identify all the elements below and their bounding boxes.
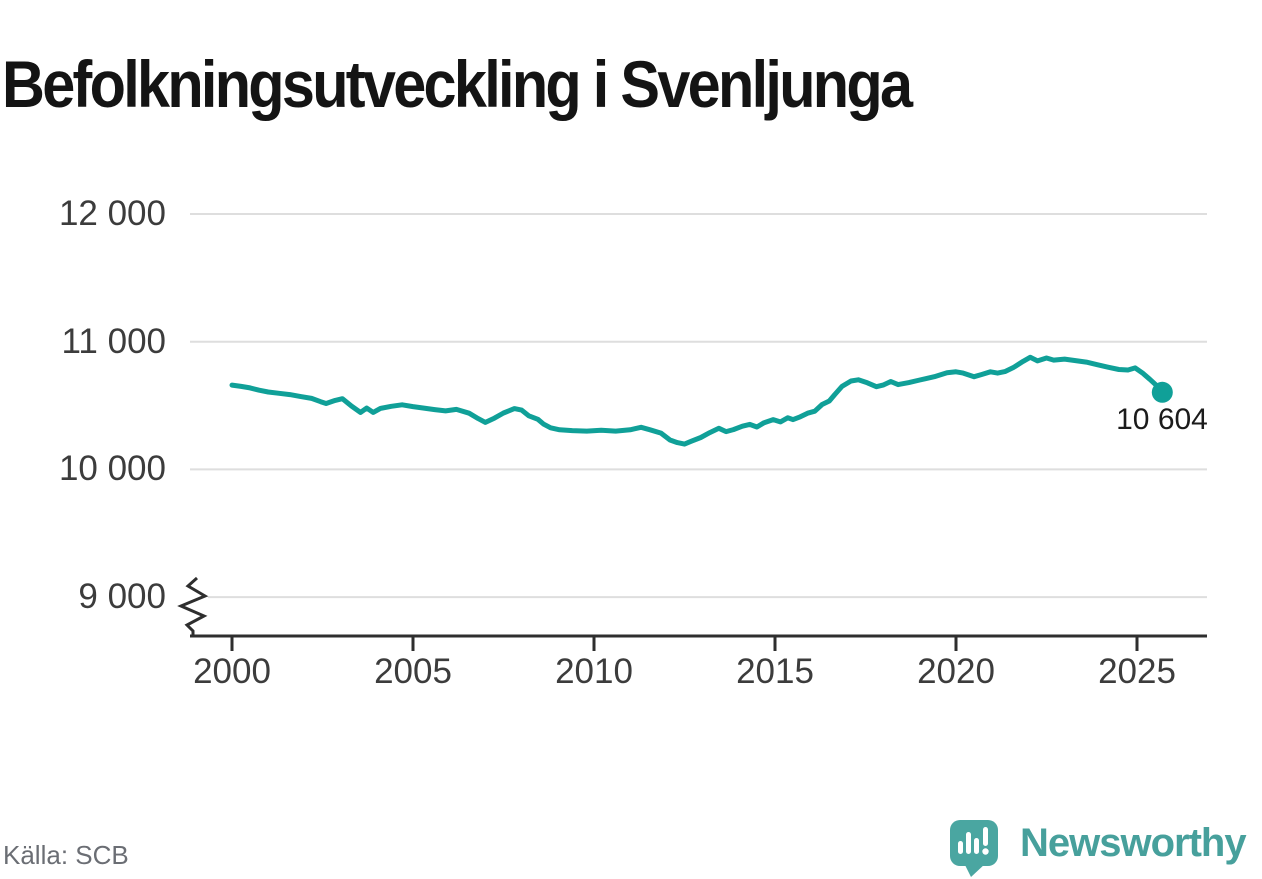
- latest-value-dot: [1151, 381, 1173, 403]
- latest-value-label: 10 604: [1116, 403, 1208, 436]
- x-axis-tick-label: 2025: [1098, 652, 1176, 691]
- y-axis-tick-label: 9 000: [78, 577, 166, 616]
- x-axis-tick-label: 2005: [374, 652, 452, 691]
- x-axis-tick-label: 2020: [917, 652, 995, 691]
- y-axis-tick-label: 11 000: [61, 322, 166, 361]
- y-axis-tick-label: 12 000: [58, 194, 166, 233]
- y-gridlines: [190, 213, 1207, 599]
- newsworthy-logo-link[interactable]: Newsworthy: [944, 812, 1262, 879]
- x-axis-tick-label: 2015: [736, 652, 814, 691]
- x-axis-ticks: [230, 636, 1139, 651]
- population-series-line: [229, 354, 1165, 447]
- source-note: Källa: SCB: [3, 840, 129, 870]
- y-axis-tick-label: 10 000: [58, 449, 166, 488]
- y-axis-break-zigzag: [177, 576, 209, 636]
- x-axis-tick-label: 2010: [555, 652, 633, 691]
- x-axis-tick-label: 2000: [193, 652, 271, 691]
- newsworthy-logo-icon: [950, 820, 998, 877]
- newsworthy-logo-text: Newsworthy: [1020, 821, 1247, 865]
- chart-title: Befolkningsutveckling i Svenljunga: [2, 47, 913, 122]
